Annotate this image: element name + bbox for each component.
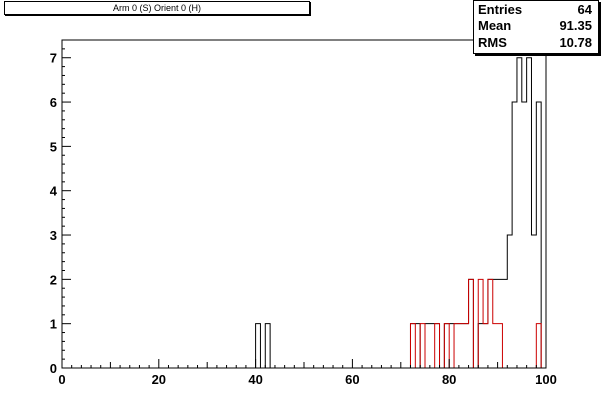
histogram-bin bbox=[444, 324, 449, 368]
x-tick-label: 0 bbox=[58, 372, 65, 387]
histogram-bin bbox=[256, 324, 261, 368]
histogram-bin bbox=[420, 324, 425, 368]
histogram-bin bbox=[459, 324, 464, 368]
histogram-bin bbox=[459, 324, 464, 368]
stat-mean-label: Mean bbox=[478, 18, 512, 33]
histogram-bin bbox=[454, 324, 459, 368]
y-tick-label: 1 bbox=[50, 317, 57, 332]
stat-entries-label: Entries bbox=[478, 2, 523, 17]
histogram-bin bbox=[498, 324, 503, 368]
histogram-bin bbox=[464, 324, 469, 368]
histogram-bin bbox=[488, 279, 493, 368]
histogram-bin bbox=[483, 324, 488, 368]
histogram-bin bbox=[517, 58, 522, 368]
statistics-box: Entries 64 Mean 91.35 RMS 10.78 bbox=[473, 0, 599, 54]
y-tick-label: 5 bbox=[50, 139, 57, 154]
histogram-bin bbox=[425, 324, 430, 368]
histogram-bin bbox=[483, 324, 488, 368]
histogram-bin bbox=[410, 324, 415, 368]
histogram-title: Arm 0 (S) Orient 0 (H) bbox=[112, 3, 201, 13]
histogram-series-1 bbox=[62, 278, 546, 369]
histogram-bin bbox=[449, 324, 454, 368]
stat-entries-row: Entries 64 bbox=[478, 1, 592, 18]
histogram-bin bbox=[493, 324, 498, 368]
histogram-bin bbox=[478, 324, 483, 368]
histogram-bin bbox=[415, 324, 420, 368]
histogram-bin bbox=[430, 324, 435, 368]
x-tick-label: 60 bbox=[345, 372, 359, 387]
histogram-bin bbox=[435, 324, 440, 368]
x-tick-label: 80 bbox=[442, 372, 456, 387]
histogram-bin bbox=[512, 102, 517, 368]
histogram-bin bbox=[507, 235, 512, 368]
x-tick-label: 20 bbox=[152, 372, 166, 387]
histogram-title-box: Arm 0 (S) Orient 0 (H) bbox=[4, 1, 310, 15]
histogram-bin bbox=[536, 102, 541, 368]
stat-entries-value: 64 bbox=[577, 2, 592, 17]
x-tick-label: 100 bbox=[535, 372, 557, 387]
histogram-bin bbox=[464, 324, 469, 368]
histogram-bin bbox=[502, 279, 507, 368]
stat-rms-label: RMS bbox=[478, 35, 507, 50]
y-tick-label: 7 bbox=[50, 51, 57, 66]
histogram-bin bbox=[527, 58, 532, 368]
histogram-bin bbox=[531, 235, 536, 368]
y-tick-label: 4 bbox=[50, 184, 58, 199]
histogram-bin bbox=[469, 279, 474, 368]
histogram-bin bbox=[265, 324, 270, 368]
y-tick-label: 2 bbox=[50, 272, 57, 287]
histogram-bin bbox=[536, 324, 541, 368]
histogram-bin bbox=[410, 324, 415, 368]
stat-rms-value: 10.78 bbox=[559, 35, 592, 50]
x-tick-label: 40 bbox=[248, 372, 262, 387]
stat-mean-row: Mean 91.35 bbox=[478, 17, 592, 34]
stat-rms-row: RMS 10.78 bbox=[478, 34, 592, 51]
histogram-bin bbox=[488, 279, 493, 368]
histogram-bin bbox=[444, 324, 449, 368]
histogram-bin bbox=[435, 324, 440, 368]
y-tick-label: 6 bbox=[50, 95, 57, 110]
histogram-bin bbox=[454, 324, 459, 368]
y-tick-label: 0 bbox=[50, 361, 57, 376]
y-tick-label: 3 bbox=[50, 228, 57, 243]
stat-mean-value: 91.35 bbox=[559, 18, 592, 33]
histogram-bin bbox=[522, 102, 527, 368]
histogram-bin bbox=[469, 279, 474, 368]
